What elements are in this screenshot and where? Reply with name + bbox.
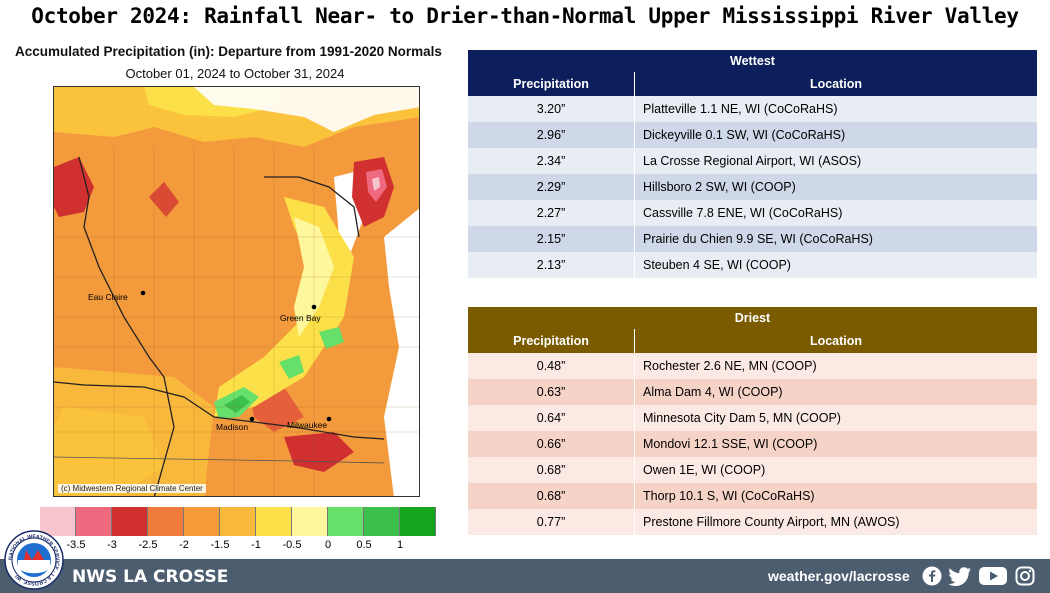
table-row: 2.15” Prairie du Chien 9.9 SE, WI (CoCoRa… bbox=[468, 226, 1037, 252]
map-title: Accumulated Precipitation (in): Departur… bbox=[15, 44, 442, 59]
table-row: 0.77” Prestone Fillmore County Airport, M… bbox=[468, 509, 1037, 535]
table-row: 0.66” Mondovi 12.1 SSE, WI (COOP) bbox=[468, 431, 1037, 457]
location-name: Prairie du Chien 9.9 SE, WI (CoCoRaHS) bbox=[634, 226, 1037, 252]
facebook-icon[interactable] bbox=[922, 566, 942, 586]
page-title: October 2024: Rainfall Near- to Drier-th… bbox=[31, 4, 1019, 28]
column-header-location: Location bbox=[634, 72, 1037, 96]
location-name: Dickeyville 0.1 SW, WI (CoCoRaHS) bbox=[634, 122, 1037, 148]
legend-label: -3.5 bbox=[66, 539, 86, 551]
table-row: 0.48” Rochester 2.6 NE, MN (COOP) bbox=[468, 353, 1037, 379]
legend-swatch bbox=[256, 507, 292, 536]
location-name: Hillsboro 2 SW, WI (COOP) bbox=[634, 174, 1037, 200]
precip-value: 3.20” bbox=[468, 96, 635, 122]
location-name: Cassville 7.8 ENE, WI (CoCoRaHS) bbox=[634, 200, 1037, 226]
table-row: 0.68” Owen 1E, WI (COOP) bbox=[468, 457, 1037, 483]
column-header-precipitation: Precipitation bbox=[513, 77, 589, 91]
table-row: 2.29” Hillsboro 2 SW, WI (COOP) bbox=[468, 174, 1037, 200]
website-link[interactable]: weather.gov/lacrosse bbox=[768, 568, 910, 584]
map-subtitle: October 01, 2024 to October 31, 2024 bbox=[125, 66, 345, 81]
legend-swatch bbox=[148, 507, 184, 536]
column-header-precipitation: Precipitation bbox=[513, 334, 589, 348]
legend-label: -3 bbox=[107, 539, 117, 551]
legend-label: -0.5 bbox=[282, 539, 302, 551]
location-name: Rochester 2.6 NE, MN (COOP) bbox=[634, 353, 1037, 379]
wettest-title: Wettest bbox=[730, 54, 775, 68]
precip-value: 0.68” bbox=[468, 483, 635, 509]
precip-value: 0.64” bbox=[468, 405, 635, 431]
table-row: 3.20” Platteville 1.1 NE, WI (CoCoRaHS) bbox=[468, 96, 1037, 122]
city-label: Green Bay bbox=[280, 313, 321, 323]
precip-value: 2.15” bbox=[468, 226, 635, 252]
city-label: Madison bbox=[216, 422, 249, 432]
legend-swatch bbox=[112, 507, 148, 536]
location-name: Platteville 1.1 NE, WI (CoCoRaHS) bbox=[634, 96, 1037, 122]
table-row: 0.64” Minnesota City Dam 5, MN (COOP) bbox=[468, 405, 1037, 431]
map-graphic bbox=[54, 87, 419, 496]
legend-label: 0 bbox=[324, 539, 332, 551]
legend-label: -2.5 bbox=[138, 539, 158, 551]
legend-swatch bbox=[328, 507, 364, 536]
column-header-location: Location bbox=[634, 329, 1037, 353]
precip-value: 0.68” bbox=[468, 457, 635, 483]
table-row: 0.63” Alma Dam 4, WI (COOP) bbox=[468, 379, 1037, 405]
legend-label: -2 bbox=[179, 539, 189, 551]
driest-table: Driest Precipitation Location 0.48” Roche… bbox=[468, 307, 1037, 535]
location-name: Mondovi 12.1 SSE, WI (COOP) bbox=[634, 431, 1037, 457]
location-name: Alma Dam 4, WI (COOP) bbox=[634, 379, 1037, 405]
legend-label: -1 bbox=[251, 539, 261, 551]
precip-value: 2.29” bbox=[468, 174, 635, 200]
table-row: 2.27” Cassville 7.8 ENE, WI (CoCoRaHS) bbox=[468, 200, 1037, 226]
precip-value: 0.48” bbox=[468, 353, 635, 379]
instagram-icon[interactable] bbox=[1015, 566, 1035, 586]
nws-logo: NATIONAL WEATHER SERVICE · LA CROSSE, WI bbox=[4, 530, 64, 590]
table-row: 2.13” Steuben 4 SE, WI (COOP) bbox=[468, 252, 1037, 278]
precip-value: 0.63” bbox=[468, 379, 635, 405]
legend-label: 0.5 bbox=[356, 539, 372, 551]
table-row: 2.96” Dickeyville 0.1 SW, WI (CoCoRaHS) bbox=[468, 122, 1037, 148]
precip-value: 2.13” bbox=[468, 252, 635, 278]
legend-swatch bbox=[184, 507, 220, 536]
wettest-table: Wettest Precipitation Location 3.20” Plat… bbox=[468, 50, 1037, 278]
city-label: Eau Claire bbox=[88, 292, 128, 302]
legend-swatch bbox=[40, 507, 76, 536]
precip-value: 2.96” bbox=[468, 122, 635, 148]
location-name: Prestone Fillmore County Airport, MN (AW… bbox=[634, 509, 1037, 535]
precip-value: 0.77” bbox=[468, 509, 635, 535]
precip-value: 2.34” bbox=[468, 148, 635, 174]
office-name: NWS LA CROSSE bbox=[72, 567, 229, 587]
legend-label: 1 bbox=[396, 539, 404, 551]
legend-swatch bbox=[400, 507, 436, 536]
twitter-icon[interactable] bbox=[948, 566, 972, 586]
footer-bar: NWS LA CROSSE weather.gov/lacrosse bbox=[0, 559, 1050, 593]
location-name: Thorp 10.1 S, WI (CoCoRaHS) bbox=[634, 483, 1037, 509]
legend-swatch bbox=[292, 507, 328, 536]
youtube-icon[interactable] bbox=[978, 566, 1008, 586]
location-name: Minnesota City Dam 5, MN (COOP) bbox=[634, 405, 1037, 431]
legend-swatch bbox=[364, 507, 400, 536]
map-credit: (c) Midwestern Regional Climate Center bbox=[58, 484, 206, 493]
driest-title: Driest bbox=[734, 311, 771, 325]
precip-value: 2.27” bbox=[468, 200, 635, 226]
table-row: 2.34” La Crosse Regional Airport, WI (ASO… bbox=[468, 148, 1037, 174]
precipitation-map: Eau Claire Green Bay Madison Milwaukee (… bbox=[53, 86, 420, 497]
legend-swatch bbox=[76, 507, 112, 536]
location-name: La Crosse Regional Airport, WI (ASOS) bbox=[634, 148, 1037, 174]
location-name: Owen 1E, WI (COOP) bbox=[634, 457, 1037, 483]
city-label: Milwaukee bbox=[287, 420, 328, 430]
location-name: Steuben 4 SE, WI (COOP) bbox=[634, 252, 1037, 278]
table-row: 0.68” Thorp 10.1 S, WI (CoCoRaHS) bbox=[468, 483, 1037, 509]
legend-swatch bbox=[220, 507, 256, 536]
precip-value: 0.66” bbox=[468, 431, 635, 457]
legend-label: -1.5 bbox=[210, 539, 230, 551]
